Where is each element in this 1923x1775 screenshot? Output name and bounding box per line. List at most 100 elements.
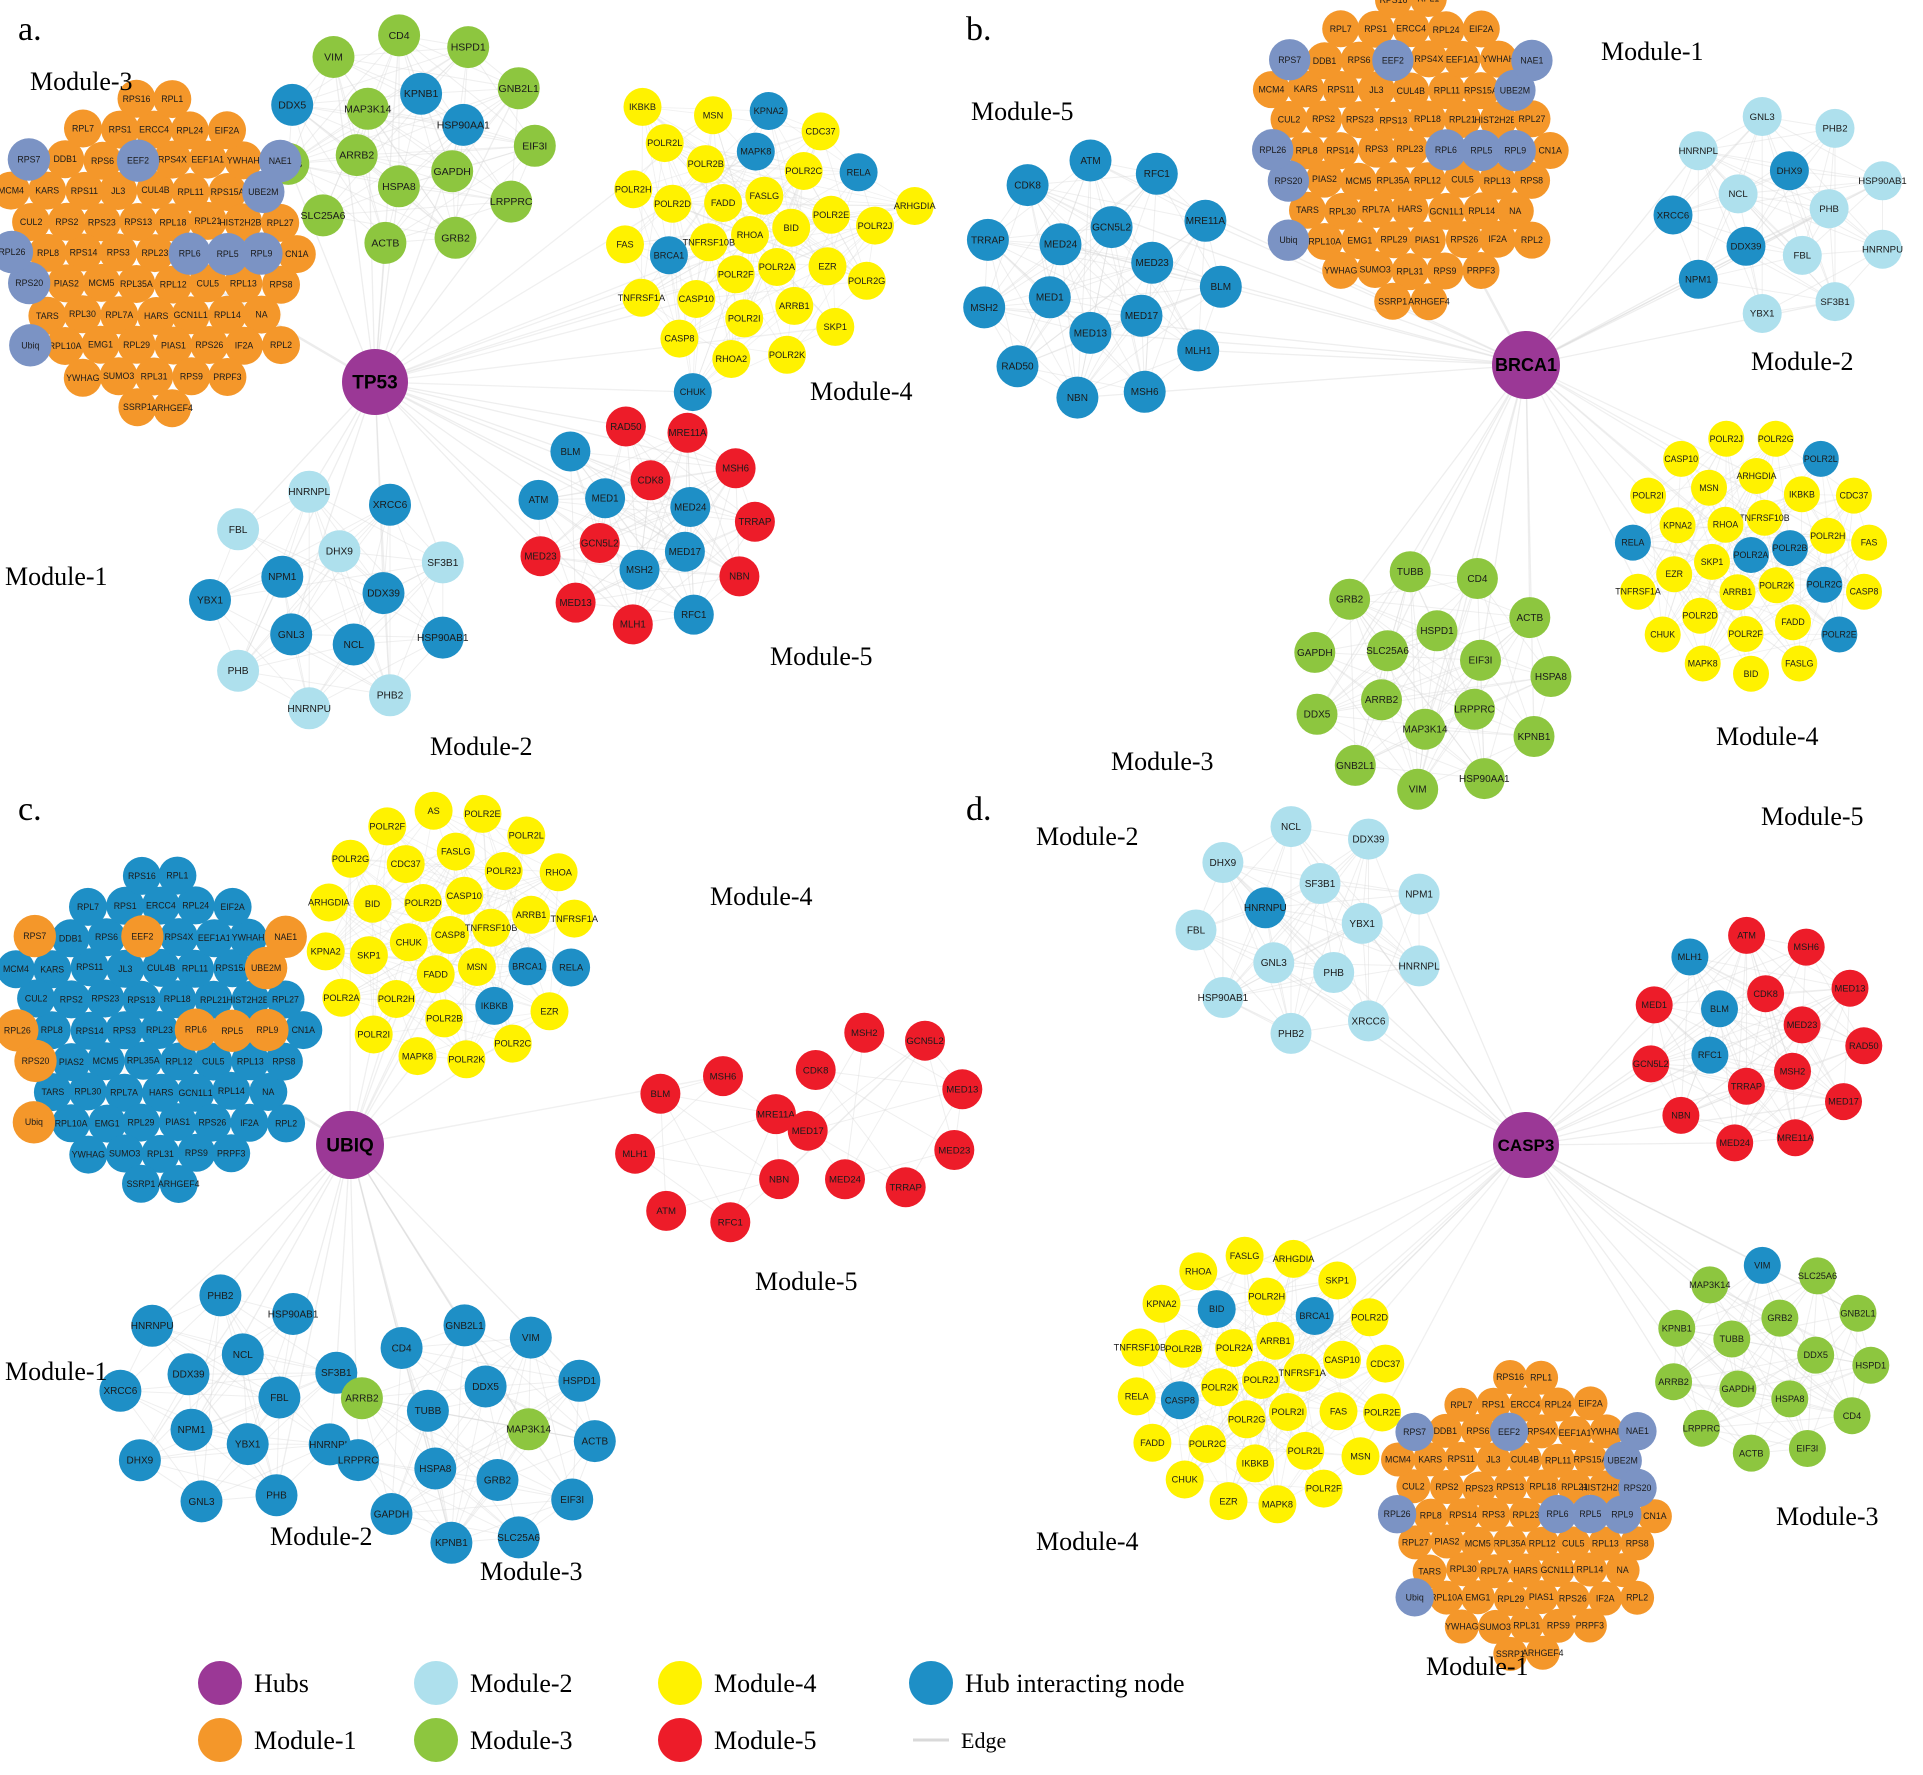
svg-text:BID: BID [365, 899, 381, 909]
svg-text:MCM5: MCM5 [1465, 1539, 1491, 1549]
svg-text:MAP3K14: MAP3K14 [344, 103, 391, 115]
svg-text:CUL5: CUL5 [1451, 174, 1474, 184]
svg-text:PHB: PHB [1323, 968, 1344, 979]
svg-text:CD4: CD4 [1843, 1411, 1861, 1421]
svg-text:MCM4: MCM4 [0, 186, 24, 196]
svg-text:BLM: BLM [1211, 282, 1232, 293]
svg-text:MLH1: MLH1 [1185, 346, 1212, 357]
svg-text:EZR: EZR [818, 261, 837, 271]
svg-text:POLR2H: POLR2H [378, 994, 415, 1004]
svg-text:POLR2K: POLR2K [1759, 580, 1794, 590]
svg-text:PHB: PHB [228, 666, 249, 677]
svg-text:MSH6: MSH6 [1131, 387, 1159, 398]
svg-text:RPL7: RPL7 [1450, 1400, 1472, 1410]
svg-text:RPS20: RPS20 [15, 278, 43, 288]
svg-text:MED17: MED17 [1125, 311, 1159, 322]
svg-text:GNL3: GNL3 [188, 1497, 215, 1508]
svg-text:RPL2: RPL2 [275, 1118, 297, 1128]
svg-text:POLR2D: POLR2D [654, 199, 691, 209]
svg-text:RPS1: RPS1 [109, 125, 132, 135]
svg-text:NPM1: NPM1 [268, 572, 297, 583]
svg-text:RPS7: RPS7 [1403, 1427, 1426, 1437]
svg-text:RPS3: RPS3 [107, 248, 130, 258]
svg-text:GCN1L1: GCN1L1 [1540, 1565, 1574, 1575]
svg-text:BLM: BLM [1710, 1004, 1729, 1014]
svg-text:DDX5: DDX5 [472, 1382, 499, 1393]
svg-text:ERCC4: ERCC4 [146, 901, 176, 911]
svg-text:RPS6: RPS6 [91, 156, 114, 166]
svg-text:Module-1: Module-1 [1601, 37, 1704, 66]
svg-text:RPL31: RPL31 [1513, 1621, 1540, 1631]
svg-text:CUL2: CUL2 [1402, 1481, 1425, 1491]
svg-text:LRPPRC: LRPPRC [338, 1456, 379, 1467]
svg-text:RPL29: RPL29 [128, 1118, 155, 1128]
svg-text:DDB1: DDB1 [1434, 1426, 1458, 1436]
svg-text:SKP1: SKP1 [1701, 557, 1724, 567]
svg-text:RPL6: RPL6 [179, 249, 201, 259]
svg-text:RPS8: RPS8 [1626, 1538, 1649, 1548]
svg-text:RPL1: RPL1 [1530, 1373, 1552, 1383]
svg-text:RPS15A: RPS15A [1574, 1454, 1608, 1464]
svg-text:CUL2: CUL2 [25, 994, 48, 1004]
svg-text:RPS15A: RPS15A [216, 963, 250, 973]
svg-text:TP53: TP53 [352, 373, 397, 394]
svg-text:SKP1: SKP1 [357, 950, 381, 960]
svg-text:MED24: MED24 [829, 1175, 862, 1186]
svg-text:RPS3: RPS3 [1482, 1510, 1505, 1520]
svg-text:RPL11: RPL11 [182, 964, 208, 974]
svg-text:PRPF3: PRPF3 [1467, 266, 1495, 276]
svg-text:ARHGDIA: ARHGDIA [1736, 471, 1776, 481]
svg-text:ARHGDIA: ARHGDIA [1273, 1254, 1316, 1264]
svg-text:RPL23: RPL23 [146, 1025, 173, 1035]
svg-text:NCL: NCL [233, 1350, 253, 1361]
svg-text:HSP90AB1: HSP90AB1 [268, 1309, 319, 1320]
svg-text:RPL5: RPL5 [217, 249, 239, 259]
svg-text:XRCC6: XRCC6 [373, 500, 408, 511]
svg-text:DDX5: DDX5 [1304, 710, 1331, 721]
svg-text:RPL21: RPL21 [200, 995, 227, 1005]
svg-text:RPS23: RPS23 [1346, 115, 1374, 125]
svg-text:PIAS1: PIAS1 [1415, 235, 1440, 245]
svg-text:RPL14: RPL14 [1468, 206, 1495, 216]
svg-text:RPS11: RPS11 [1327, 85, 1354, 95]
svg-text:POLR2D: POLR2D [1351, 1312, 1388, 1322]
svg-text:RHOA: RHOA [1185, 1267, 1212, 1277]
svg-text:MAP3K14: MAP3K14 [1402, 725, 1447, 736]
svg-text:Module-4: Module-4 [710, 882, 813, 911]
svg-text:Ubiq: Ubiq [25, 1117, 43, 1127]
svg-text:TUBB: TUBB [415, 1406, 442, 1417]
svg-text:DHX9: DHX9 [127, 1456, 154, 1467]
svg-text:POLR2E: POLR2E [1822, 630, 1857, 640]
svg-text:POLR2G: POLR2G [1228, 1414, 1265, 1424]
svg-text:ATM: ATM [529, 495, 549, 506]
svg-text:RHOA: RHOA [1713, 520, 1739, 530]
svg-text:RPS23: RPS23 [91, 994, 119, 1004]
svg-text:PRPF3: PRPF3 [213, 372, 241, 382]
svg-text:RPS4X: RPS4X [158, 155, 187, 165]
svg-text:JL3: JL3 [1486, 1455, 1500, 1465]
svg-text:FBL: FBL [1187, 925, 1206, 936]
svg-text:Module-1: Module-1 [5, 562, 108, 591]
svg-text:Module-3: Module-3 [1776, 1502, 1879, 1531]
svg-text:RPS2: RPS2 [1312, 114, 1335, 124]
svg-text:POLR2K: POLR2K [1202, 1382, 1239, 1392]
svg-text:RPS1: RPS1 [1364, 24, 1387, 34]
svg-text:EMG1: EMG1 [1347, 236, 1372, 246]
svg-text:RPL6: RPL6 [185, 1025, 207, 1035]
svg-text:GAPDH: GAPDH [1297, 648, 1333, 659]
svg-text:Module-5: Module-5 [755, 1267, 858, 1296]
svg-text:Module-5: Module-5 [770, 642, 873, 671]
svg-text:CASP10: CASP10 [1324, 1355, 1359, 1365]
svg-text:RPS23: RPS23 [1465, 1484, 1493, 1494]
svg-text:RPL9: RPL9 [256, 1025, 278, 1035]
svg-text:DDB1: DDB1 [59, 933, 83, 943]
svg-text:KPNA2: KPNA2 [311, 947, 341, 957]
svg-text:PRPF3: PRPF3 [217, 1148, 245, 1158]
svg-text:CHUK: CHUK [680, 387, 707, 397]
svg-text:VIM: VIM [324, 52, 343, 64]
svg-text:MCM4: MCM4 [3, 964, 29, 974]
svg-text:FBL: FBL [229, 525, 248, 536]
svg-text:CDK8: CDK8 [803, 1065, 829, 1076]
svg-text:ARRB2: ARRB2 [1365, 695, 1399, 706]
svg-text:MLH1: MLH1 [622, 1149, 648, 1160]
